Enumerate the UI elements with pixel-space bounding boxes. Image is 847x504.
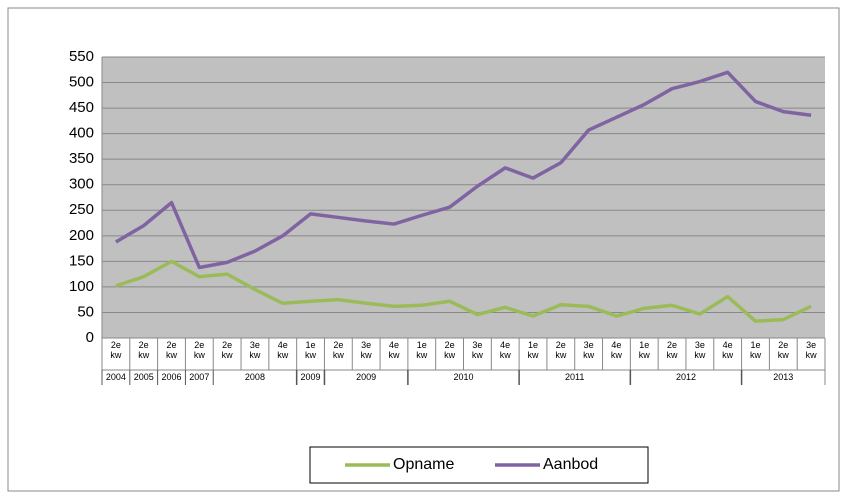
x-tick-label-box: 2e kw — [777, 340, 789, 360]
year-label: 2009 — [356, 372, 376, 382]
y-tick-label: 450 — [69, 99, 94, 116]
x-tick-label-box: 4e kw — [499, 340, 511, 360]
x-tick-label-box: 2e kw — [138, 340, 150, 360]
x-tick-label-box: 4e kw — [722, 340, 734, 360]
x-tick-label-box: 3e kw — [583, 340, 595, 360]
x-tick-label: 3e kw — [583, 340, 595, 360]
year-label: 2004 — [106, 372, 126, 382]
series-line — [115, 259, 812, 323]
legend-label: Opname — [393, 456, 454, 473]
x-tick-label: 4e kw — [722, 340, 734, 360]
x-tick-label-box: 1e kw — [305, 340, 317, 360]
x-tick-label: 2e kw — [777, 340, 789, 360]
x-tick-label-box: 2e kw — [166, 340, 177, 360]
x-tick-label: 2e kw — [138, 340, 150, 360]
x-tick-label: 1e kw — [527, 340, 539, 360]
x-tick-label-box: 2e kw — [666, 340, 678, 360]
x-tick-label-box: 1e kw — [527, 340, 539, 360]
x-tick-label-box: 2e kw — [221, 340, 233, 360]
y-tick-label: 500 — [69, 74, 94, 91]
x-tick-label-box: 2e kw — [110, 340, 122, 360]
x-tick-label: 1e kw — [416, 340, 428, 360]
x-tick-label: 2e kw — [110, 340, 122, 360]
x-tick-label-box: 3e kw — [471, 340, 483, 360]
x-tick-label: 2e kw — [332, 340, 344, 360]
legend-label: Aanbod — [543, 456, 598, 473]
x-tick-label: 3e kw — [694, 340, 706, 360]
year-label: 2008 — [245, 372, 265, 382]
year-label: 2006 — [162, 372, 182, 382]
y-tick-label: 400 — [69, 125, 94, 142]
x-tick-label-box: 2e kw — [555, 340, 567, 360]
x-tick-label: 4e kw — [610, 340, 622, 360]
x-tick-label-box: 1e kw — [416, 340, 428, 360]
series-line — [115, 70, 812, 270]
y-tick-label: 100 — [69, 278, 94, 295]
x-tick-label: 2e kw — [444, 340, 456, 360]
y-tick-label: 150 — [69, 252, 94, 269]
x-tick-label: 2e kw — [221, 340, 233, 360]
y-tick-label: 200 — [69, 227, 94, 244]
x-tick-label: 3e kw — [805, 340, 817, 360]
x-tick-label: 2e kw — [555, 340, 567, 360]
x-tick-label: 2e kw — [666, 340, 678, 360]
x-tick-label-box: 3e kw — [694, 340, 706, 360]
x-tick-label: 1e kw — [638, 340, 650, 360]
x-tick-label: 3e kw — [360, 340, 372, 360]
y-tick-label: 550 — [69, 48, 94, 65]
x-tick-label: 4e kw — [277, 340, 289, 360]
x-tick-label-box: 2e kw — [332, 340, 344, 360]
x-tick-label-box: 2e kw — [444, 340, 456, 360]
x-tick-label-box: 4e kw — [277, 340, 289, 360]
y-tick-label: 50 — [77, 303, 94, 320]
x-tick-label: 1e kw — [305, 340, 317, 360]
y-tick-label: 300 — [69, 176, 94, 193]
x-tick-label: 4e kw — [499, 340, 511, 360]
year-label: 2012 — [676, 372, 696, 382]
year-label: 2011 — [565, 372, 584, 382]
x-tick-label: 2e kw — [166, 340, 177, 360]
x-tick-label-box: 3e kw — [360, 340, 372, 360]
year-label: 2005 — [134, 372, 154, 382]
x-tick-label: 2e kw — [193, 340, 205, 360]
year-label: 2010 — [453, 372, 473, 382]
x-tick-label-box: 1e kw — [749, 340, 761, 360]
x-tick-label: 4e kw — [388, 340, 400, 360]
year-label: 2009 — [301, 372, 321, 382]
x-tick-label-box: 4e kw — [610, 340, 622, 360]
x-tick-label-box: 3e kw — [249, 340, 261, 360]
y-tick-label: 350 — [69, 150, 94, 167]
y-tick-label: 250 — [69, 201, 94, 218]
year-label: 2007 — [189, 372, 209, 382]
year-label: 2013 — [773, 372, 793, 382]
x-tick-label: 3e kw — [471, 340, 483, 360]
x-tick-label: 3e kw — [249, 340, 261, 360]
x-tick-label-box: 4e kw — [388, 340, 400, 360]
x-tick-label-box: 3e kw — [805, 340, 817, 360]
x-tick-label-box: 1e kw — [638, 340, 650, 360]
x-tick-label: 1e kw — [749, 340, 761, 360]
x-tick-label-box: 2e kw — [193, 340, 205, 360]
y-tick-label: 0 — [86, 329, 94, 346]
